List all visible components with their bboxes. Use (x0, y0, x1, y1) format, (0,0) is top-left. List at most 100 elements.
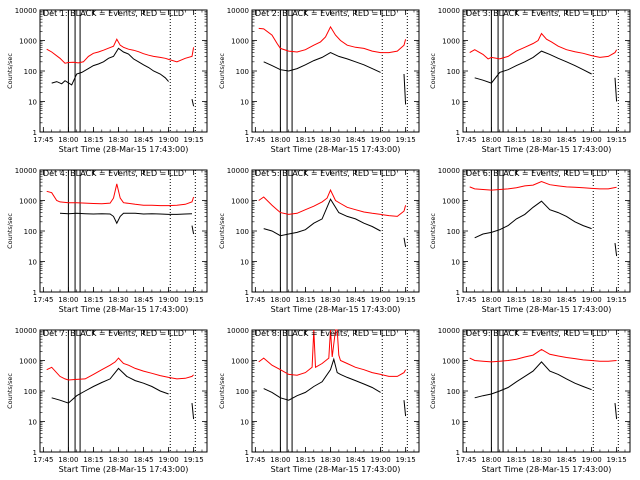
y-tick-label: 100 (447, 68, 460, 76)
x-tick-label: 19:00 (581, 136, 601, 144)
y-tick-label: 1000 (19, 38, 37, 46)
detector-panel-6: 1 10 100 1000 10000 17:45 18:00 18:15 18:30 18:45… (429, 167, 631, 314)
x-tick-label: 18:45 (345, 136, 365, 144)
x-tick-label: 18:45 (345, 456, 365, 464)
x-tick-label: 17:45 (33, 456, 53, 464)
y-tick-label: 1 (33, 129, 37, 137)
y-tick-label: 1 (456, 129, 460, 137)
x-tick-label: 19:00 (581, 456, 601, 464)
lld-series-line (46, 357, 194, 381)
events-series-line (614, 403, 618, 420)
x-tick-label: 19:00 (370, 456, 390, 464)
plot-frame (39, 329, 208, 453)
x-tick-label: 18:30 (320, 296, 340, 304)
x-tick-label: 18:00 (481, 136, 501, 144)
x-tick-label: 18:15 (506, 136, 526, 144)
y-tick-label: 10000 (438, 327, 460, 335)
events-series-line (51, 367, 169, 404)
x-tick-label: 18:30 (108, 456, 128, 464)
x-tick-label: 17:45 (33, 136, 53, 144)
x-axis-label: Start Time (28-Mar-15 17:43:00) (482, 465, 612, 474)
panel-title: Det 3: BLACK = Events, RED = LLD (466, 9, 607, 18)
x-tick-label: 18:30 (108, 296, 128, 304)
plot-frame (462, 169, 631, 293)
x-tick-label: 19:15 (607, 296, 627, 304)
x-tick-label: 19:15 (184, 136, 204, 144)
y-tick-label: 100 (24, 228, 37, 236)
plot-frame (251, 169, 420, 293)
lld-series-line (469, 32, 618, 60)
x-axis-label: Start Time (28-Mar-15 17:43:00) (482, 305, 612, 314)
x-tick-label: 17:45 (456, 136, 476, 144)
plot-frame (39, 9, 208, 133)
x-tick-label: 19:15 (396, 456, 416, 464)
detector-panel-1: 1 10 100 1000 10000 17:45 18:00 18:15 18:30 18:45… (6, 7, 208, 154)
events-series-line (59, 212, 193, 225)
x-tick-label: 17:45 (456, 456, 476, 464)
panel-title: Det 8: BLACK = Events, RED = LLD (255, 329, 396, 338)
x-tick-label: 18:00 (58, 456, 78, 464)
x-tick-label: 18:30 (531, 456, 551, 464)
x-tick-label: 18:00 (270, 456, 290, 464)
x-tick-label: 17:45 (245, 456, 265, 464)
x-tick-label: 17:45 (245, 136, 265, 144)
y-tick-label: 1000 (19, 358, 37, 366)
x-tick-label: 18:30 (320, 136, 340, 144)
y-tick-label: 10000 (438, 7, 460, 15)
y-tick-label: 100 (24, 388, 37, 396)
y-tick-label: 1000 (442, 358, 460, 366)
lld-series-line (469, 180, 617, 191)
y-tick-label: 10 (240, 419, 249, 427)
detector-panel-2: 1 10 100 1000 10000 17:45 18:00 18:15 18:30 18:45… (218, 7, 420, 154)
y-tick-label: 1000 (231, 358, 249, 366)
x-axis-label: Start Time (28-Mar-15 17:43:00) (271, 305, 401, 314)
x-tick-label: 18:15 (83, 136, 103, 144)
x-tick-label: 17:45 (33, 296, 53, 304)
x-tick-label: 19:15 (184, 456, 204, 464)
x-axis-label: Start Time (28-Mar-15 17:43:00) (59, 465, 189, 474)
events-series-line (474, 50, 592, 84)
plot-frame (462, 329, 631, 453)
panel-title: Det 6: BLACK = Events, RED = LLD (466, 169, 607, 178)
x-tick-label: 18:00 (481, 456, 501, 464)
y-tick-label: 10000 (227, 7, 249, 15)
x-tick-label: 19:15 (184, 296, 204, 304)
y-axis-label: Counts/sec (6, 213, 14, 249)
y-axis-label: Counts/sec (6, 53, 14, 89)
x-tick-label: 19:00 (581, 296, 601, 304)
detector-panel-8: 1 10 100 1000 10000 17:45 18:00 18:15 18:30 18:45… (218, 327, 420, 474)
x-tick-label: 18:45 (133, 456, 153, 464)
y-tick-label: 100 (447, 228, 460, 236)
y-axis-label: Counts/sec (218, 53, 226, 89)
detector-panel-5: 1 10 100 1000 10000 17:45 18:00 18:15 18:30 18:45… (218, 167, 420, 314)
events-series-line (263, 198, 381, 237)
x-tick-label: 18:00 (481, 296, 501, 304)
x-axis-label: Start Time (28-Mar-15 17:43:00) (59, 305, 189, 314)
y-tick-label: 1 (456, 289, 460, 297)
y-tick-label: 100 (236, 388, 249, 396)
y-tick-label: 100 (24, 68, 37, 76)
x-tick-label: 18:15 (295, 136, 315, 144)
detector-panel-9: 1 10 100 1000 10000 17:45 18:00 18:15 18:30 18:45… (429, 327, 631, 474)
events-series-line (403, 400, 407, 417)
y-tick-label: 1 (245, 129, 249, 137)
y-axis-label: Counts/sec (6, 373, 14, 409)
x-axis-label: Start Time (28-Mar-15 17:43:00) (271, 145, 401, 154)
y-axis-label: Counts/sec (218, 373, 226, 409)
y-tick-label: 10 (451, 259, 460, 267)
x-tick-label: 17:45 (456, 296, 476, 304)
y-tick-label: 10 (28, 259, 37, 267)
x-tick-label: 19:15 (396, 136, 416, 144)
x-tick-label: 18:30 (108, 136, 128, 144)
y-tick-label: 10000 (227, 327, 249, 335)
x-tick-label: 18:45 (556, 296, 576, 304)
events-series-line (614, 243, 618, 257)
y-tick-label: 1000 (442, 198, 460, 206)
x-tick-label: 19:15 (607, 456, 627, 464)
x-tick-label: 18:30 (531, 296, 551, 304)
detector-panel-4: 1 10 100 1000 10000 17:45 18:00 18:15 18:30 18:45… (6, 167, 208, 314)
x-tick-label: 18:15 (295, 296, 315, 304)
x-tick-label: 19:00 (370, 296, 390, 304)
events-series-line (474, 200, 592, 239)
